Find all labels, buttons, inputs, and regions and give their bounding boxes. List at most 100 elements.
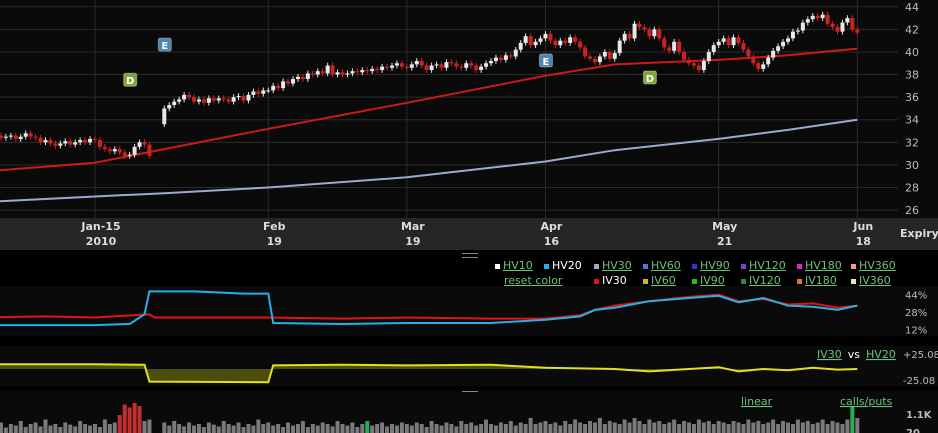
- volume-bar: [469, 422, 474, 433]
- candle-body: [756, 63, 761, 69]
- volume-bar: [825, 424, 830, 433]
- candle-body: [845, 18, 850, 23]
- price-y-tick-label: 34: [905, 114, 919, 127]
- candle-body: [330, 65, 335, 75]
- legend-iv180[interactable]: IV180: [797, 274, 837, 287]
- volume-bar: [721, 422, 726, 433]
- volume-bar: [810, 424, 815, 433]
- candle-body: [701, 60, 706, 71]
- legend-hv30[interactable]: HV30: [594, 259, 632, 272]
- volatility-y-tick-label: 28%: [905, 308, 927, 319]
- volume-bar: [578, 422, 583, 433]
- candle-body: [211, 98, 216, 101]
- volume-bar: [538, 422, 543, 433]
- x-tick-month: Jan-15: [80, 220, 120, 233]
- candle-body: [231, 97, 236, 102]
- legend-label: IV30: [602, 274, 627, 287]
- volume-bar: [241, 427, 246, 433]
- candle-body: [251, 91, 256, 95]
- volume-bar: [741, 424, 746, 433]
- volume-bar: [662, 424, 667, 433]
- candle-body: [588, 56, 592, 59]
- volume-bar: [731, 421, 736, 433]
- candle-body: [771, 50, 776, 58]
- candle-body: [790, 31, 795, 39]
- candle-body: [172, 101, 177, 106]
- candle-body: [474, 65, 479, 71]
- volume-bar: [8, 424, 13, 433]
- volume-bar: [790, 424, 795, 433]
- candle-body: [325, 65, 330, 74]
- volume-bar: [142, 421, 147, 433]
- candle-body: [815, 15, 820, 19]
- panel-resize-handle[interactable]: [462, 253, 478, 258]
- candle-body: [677, 41, 682, 52]
- candle-body: [3, 136, 8, 138]
- event-marker-label: D: [126, 76, 134, 87]
- legend-hv90[interactable]: HV90: [692, 259, 730, 272]
- reset-color-link[interactable]: reset color: [504, 274, 563, 287]
- legend-iv30[interactable]: IV30: [594, 274, 627, 287]
- legend-swatch: [594, 263, 599, 269]
- candle-body: [93, 138, 97, 141]
- legend-label: IV60: [651, 274, 676, 287]
- candle-body: [73, 142, 78, 145]
- candle-body: [746, 49, 751, 57]
- volume-bar: [617, 424, 622, 433]
- legend-hv20[interactable]: HV20: [544, 259, 582, 272]
- candle-body: [583, 47, 588, 57]
- volume-bar: [771, 419, 776, 433]
- legend-hv120[interactable]: HV120: [741, 259, 786, 272]
- x-tick-month: May: [712, 220, 737, 233]
- volume-bar: [3, 427, 8, 433]
- volume-bar: [597, 418, 602, 433]
- volume-bar: [642, 424, 647, 433]
- candle-body: [97, 140, 102, 147]
- volume-bar: [177, 424, 182, 433]
- candle-body: [236, 96, 241, 98]
- volume-bar: [291, 425, 295, 433]
- candle-body: [390, 65, 394, 68]
- legend-hv60[interactable]: HV60: [643, 259, 681, 272]
- candle-body: [162, 108, 167, 125]
- volume-y-tick-label: 1.1K: [906, 410, 933, 421]
- candle-body: [137, 142, 142, 147]
- volume-bar: [464, 424, 469, 433]
- candle-body: [538, 38, 543, 42]
- candle-body: [652, 29, 657, 37]
- volume-bar: [558, 425, 563, 433]
- candle-body: [300, 76, 305, 80]
- legend-iv360[interactable]: IV360: [851, 274, 891, 287]
- volume-bar: [518, 422, 523, 433]
- candle-body: [122, 152, 127, 156]
- legend-hv360[interactable]: HV360: [851, 259, 896, 272]
- volume-bar: [88, 425, 93, 433]
- candle-body: [662, 38, 667, 48]
- volume-bar: [835, 422, 840, 433]
- candle-body: [419, 60, 424, 66]
- volatility-legend: HV10 HV20 HV30 HV60 HV90 HV120 HV180 HV360 reset…: [0, 253, 938, 291]
- event-marker-d: D: [123, 72, 138, 87]
- volume-bar: [187, 422, 192, 433]
- legend-iv120[interactable]: IV120: [741, 274, 781, 287]
- price-background: [0, 0, 938, 218]
- legend-iv60[interactable]: IV60: [643, 274, 676, 287]
- volume-bar: [83, 424, 88, 433]
- price-y-tick-label: 30: [905, 159, 919, 172]
- legend-hv10[interactable]: HV10: [495, 259, 533, 272]
- volatility-y-tick-label: 12%: [905, 325, 927, 336]
- candle-body: [597, 56, 602, 63]
- x-tick-month: Feb: [263, 220, 286, 233]
- legend-swatch: [741, 263, 746, 269]
- legend-iv90[interactable]: IV90: [692, 274, 725, 287]
- candle-body: [429, 65, 434, 71]
- candle-body: [578, 41, 583, 48]
- volume-bar: [58, 427, 63, 433]
- legend-hv180[interactable]: HV180: [797, 259, 842, 272]
- candle-body: [657, 29, 662, 39]
- legend-swatch: [495, 263, 500, 269]
- x-axis-label: Expiry: [900, 227, 938, 240]
- candle-body: [736, 37, 741, 43]
- volume-bar: [602, 424, 607, 433]
- volume-bar: [335, 421, 340, 433]
